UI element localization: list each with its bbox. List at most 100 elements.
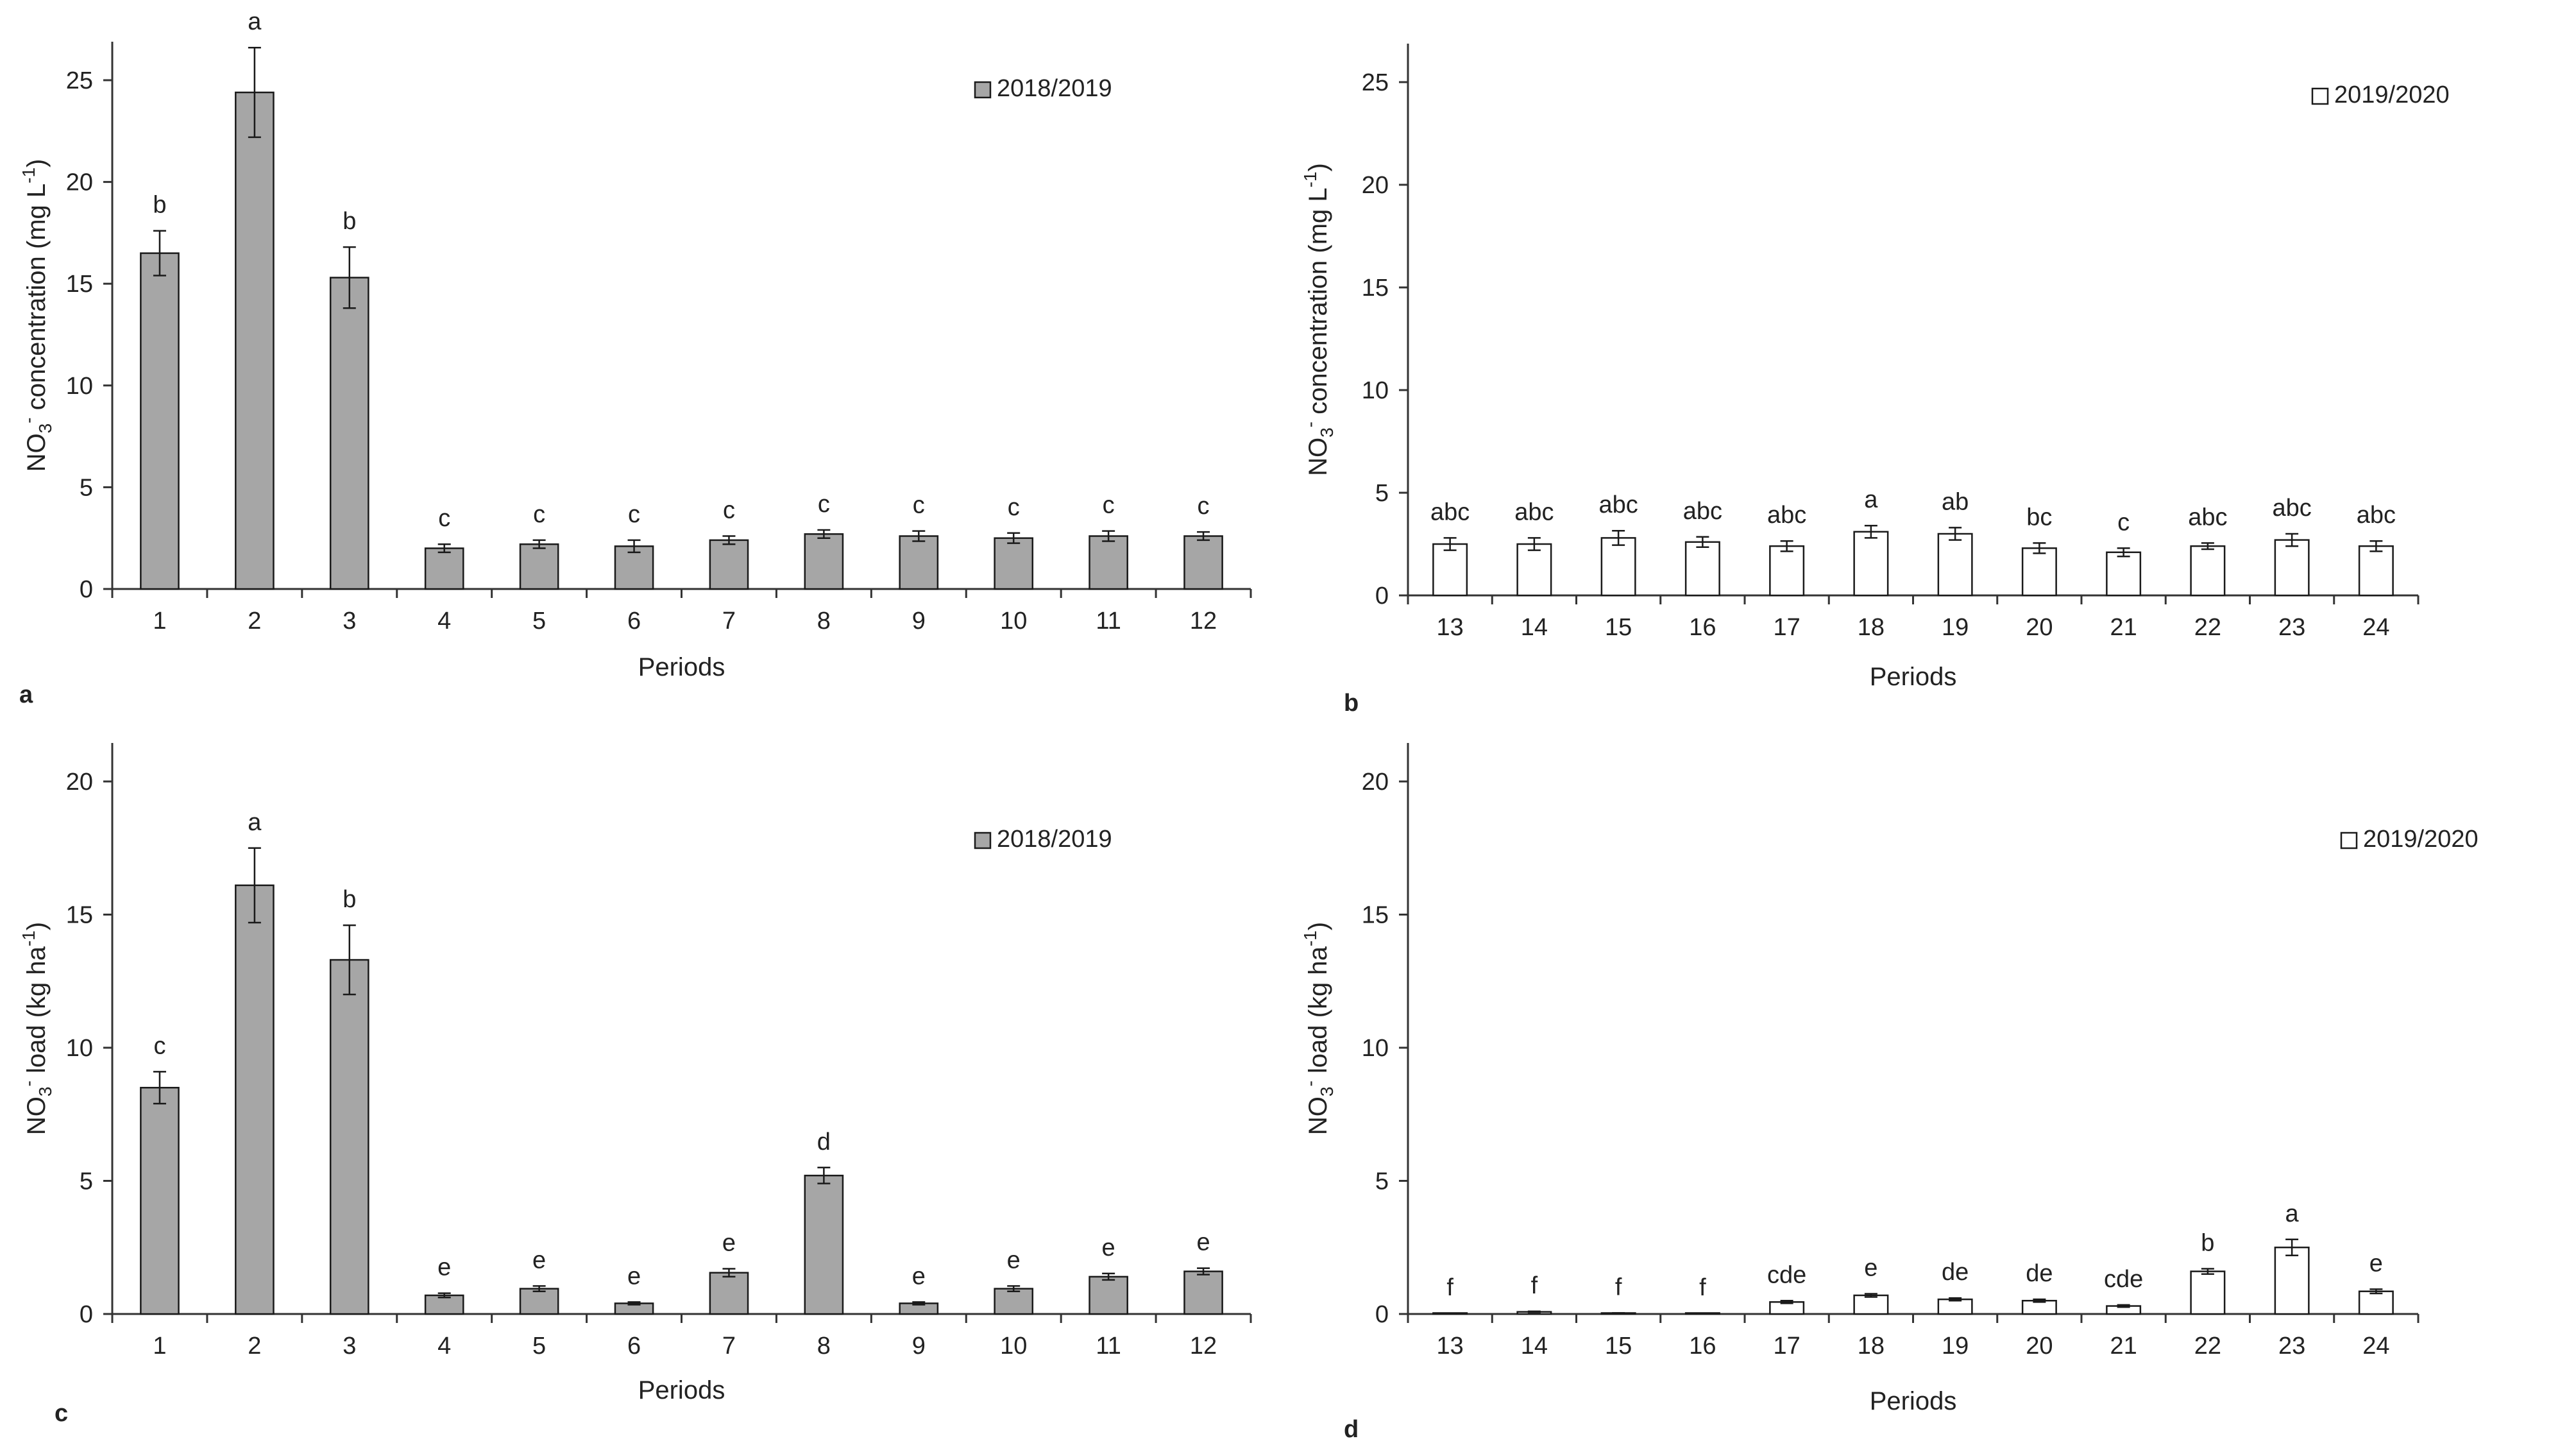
- significance-letter: cde: [1767, 1261, 1806, 1288]
- y-tick-label: 5: [80, 474, 93, 501]
- bar: [2358, 1290, 2394, 1315]
- legend-swatch: [974, 832, 992, 849]
- x-tick-label: 11: [1096, 608, 1121, 635]
- x-tick-label: 3: [343, 1333, 356, 1360]
- bar: [1516, 543, 1552, 597]
- bar: [519, 543, 559, 590]
- chart-panel-c: 0 5 10 15 20 c 1 a 2 b 3 e 4 e 5 e 6 e 7 d 8 e 9 e 10 e 11 e 12 Perio…: [19, 743, 1252, 1427]
- y-axis-title: NO3- load (kg ha-1): [19, 922, 55, 1135]
- bar: [424, 547, 464, 590]
- legend-label: 2019/2020: [2363, 826, 2479, 853]
- bar: [1089, 1275, 1128, 1315]
- significance-letter: abc: [1514, 499, 1554, 525]
- x-tick-label: 3: [343, 608, 356, 635]
- y-tick-label: 0: [80, 1301, 93, 1328]
- x-axis-title: Periods: [1870, 663, 1957, 691]
- legend-swatch: [2340, 832, 2358, 849]
- bar: [709, 1272, 749, 1315]
- significance-letter: b: [343, 886, 356, 913]
- x-axis-title: Periods: [1870, 1387, 1957, 1415]
- y-tick-label: 20: [66, 169, 93, 196]
- x-tick-label: 12: [1190, 608, 1217, 635]
- y-tick-label: 5: [80, 1168, 93, 1195]
- bar: [1183, 535, 1223, 590]
- bar: [329, 959, 369, 1315]
- x-tick-label: 18: [1858, 1333, 1885, 1360]
- bar: [140, 1087, 180, 1315]
- bar: [804, 533, 844, 590]
- x-tick-label: 14: [1521, 614, 1548, 641]
- bar: [2190, 1270, 2226, 1315]
- x-tick-label: 19: [1942, 1333, 1969, 1360]
- y-axis-title: NO3- concentration (mg L-1): [1300, 163, 1337, 476]
- significance-letter: b: [343, 208, 356, 235]
- significance-letter: abc: [1598, 491, 1638, 518]
- significance-letter: de: [2026, 1260, 2053, 1287]
- x-tick-label: 2: [248, 1333, 261, 1360]
- bar: [994, 1288, 1034, 1315]
- y-tick-label: 25: [1362, 69, 1389, 96]
- bar: [804, 1174, 844, 1315]
- x-tick-label: 6: [627, 608, 641, 635]
- significance-letter: f: [1615, 1274, 1622, 1301]
- bar: [994, 537, 1034, 590]
- bar: [2021, 547, 2057, 597]
- significance-letter: c: [628, 501, 640, 528]
- significance-letter: e: [722, 1229, 736, 1256]
- significance-letter: c: [533, 501, 545, 528]
- x-tick-label: 6: [627, 1333, 641, 1360]
- bar: [1432, 543, 1468, 597]
- bar: [1684, 541, 1720, 597]
- bar: [2274, 539, 2310, 597]
- bar: [2190, 545, 2226, 597]
- y-tick-label: 20: [66, 769, 93, 796]
- significance-letter: c: [438, 505, 450, 532]
- y-tick-label: 15: [1362, 902, 1389, 929]
- x-axis-title: Periods: [638, 1376, 725, 1404]
- x-tick-label: 23: [2278, 1333, 2305, 1360]
- significance-letter: e: [1864, 1254, 1877, 1281]
- bar: [1937, 533, 1973, 597]
- x-tick-label: 13: [1436, 614, 1463, 641]
- bar: [899, 535, 939, 590]
- significance-letter: cde: [2104, 1266, 2143, 1293]
- significance-letter: e: [1007, 1247, 1021, 1274]
- significance-letter: f: [1699, 1274, 1706, 1301]
- significance-letter: e: [912, 1263, 926, 1290]
- panel-label: a: [19, 681, 33, 708]
- y-tick-label: 25: [66, 67, 93, 94]
- x-tick-label: 23: [2278, 614, 2305, 641]
- x-tick-label: 2: [248, 608, 261, 635]
- x-tick-label: 1: [153, 608, 166, 635]
- significance-letter: d: [817, 1129, 831, 1156]
- x-tick-label: 11: [1096, 1333, 1121, 1360]
- y-tick-label: 20: [1362, 172, 1389, 199]
- significance-letter: c: [723, 497, 735, 524]
- bar: [519, 1288, 559, 1315]
- significance-letter: c: [153, 1032, 165, 1059]
- chart-panel-b: 0510152025abc13abc14abc15abc16abc17a18ab…: [1300, 44, 2450, 717]
- panel-label: d: [1344, 1416, 1359, 1443]
- legend-label: 2019/2020: [2334, 81, 2450, 108]
- x-tick-label: 7: [722, 608, 736, 635]
- x-tick-label: 13: [1436, 1333, 1463, 1360]
- x-tick-label: 5: [532, 1333, 546, 1360]
- significance-letter: c: [1008, 494, 1020, 521]
- significance-letter: abc: [2357, 502, 2396, 529]
- y-tick-label: 5: [1375, 1168, 1389, 1195]
- bar: [140, 252, 180, 590]
- significance-letter: b: [2201, 1229, 2214, 1256]
- significance-letter: e: [627, 1263, 641, 1290]
- legend-swatch: [2311, 87, 2329, 105]
- chart-panel-d: 05101520f13f14f15f16cde17e18de19de20cde2…: [1300, 743, 2479, 1443]
- bar: [1089, 535, 1128, 590]
- x-tick-label: 9: [912, 608, 926, 635]
- x-tick-label: 21: [2110, 1333, 2137, 1360]
- x-tick-label: 10: [1000, 1333, 1027, 1360]
- x-tick-label: 17: [1773, 614, 1800, 641]
- significance-letter: e: [1102, 1234, 1115, 1261]
- significance-letter: e: [437, 1254, 451, 1281]
- y-tick-label: 0: [1375, 1301, 1389, 1328]
- significance-letter: a: [248, 8, 262, 35]
